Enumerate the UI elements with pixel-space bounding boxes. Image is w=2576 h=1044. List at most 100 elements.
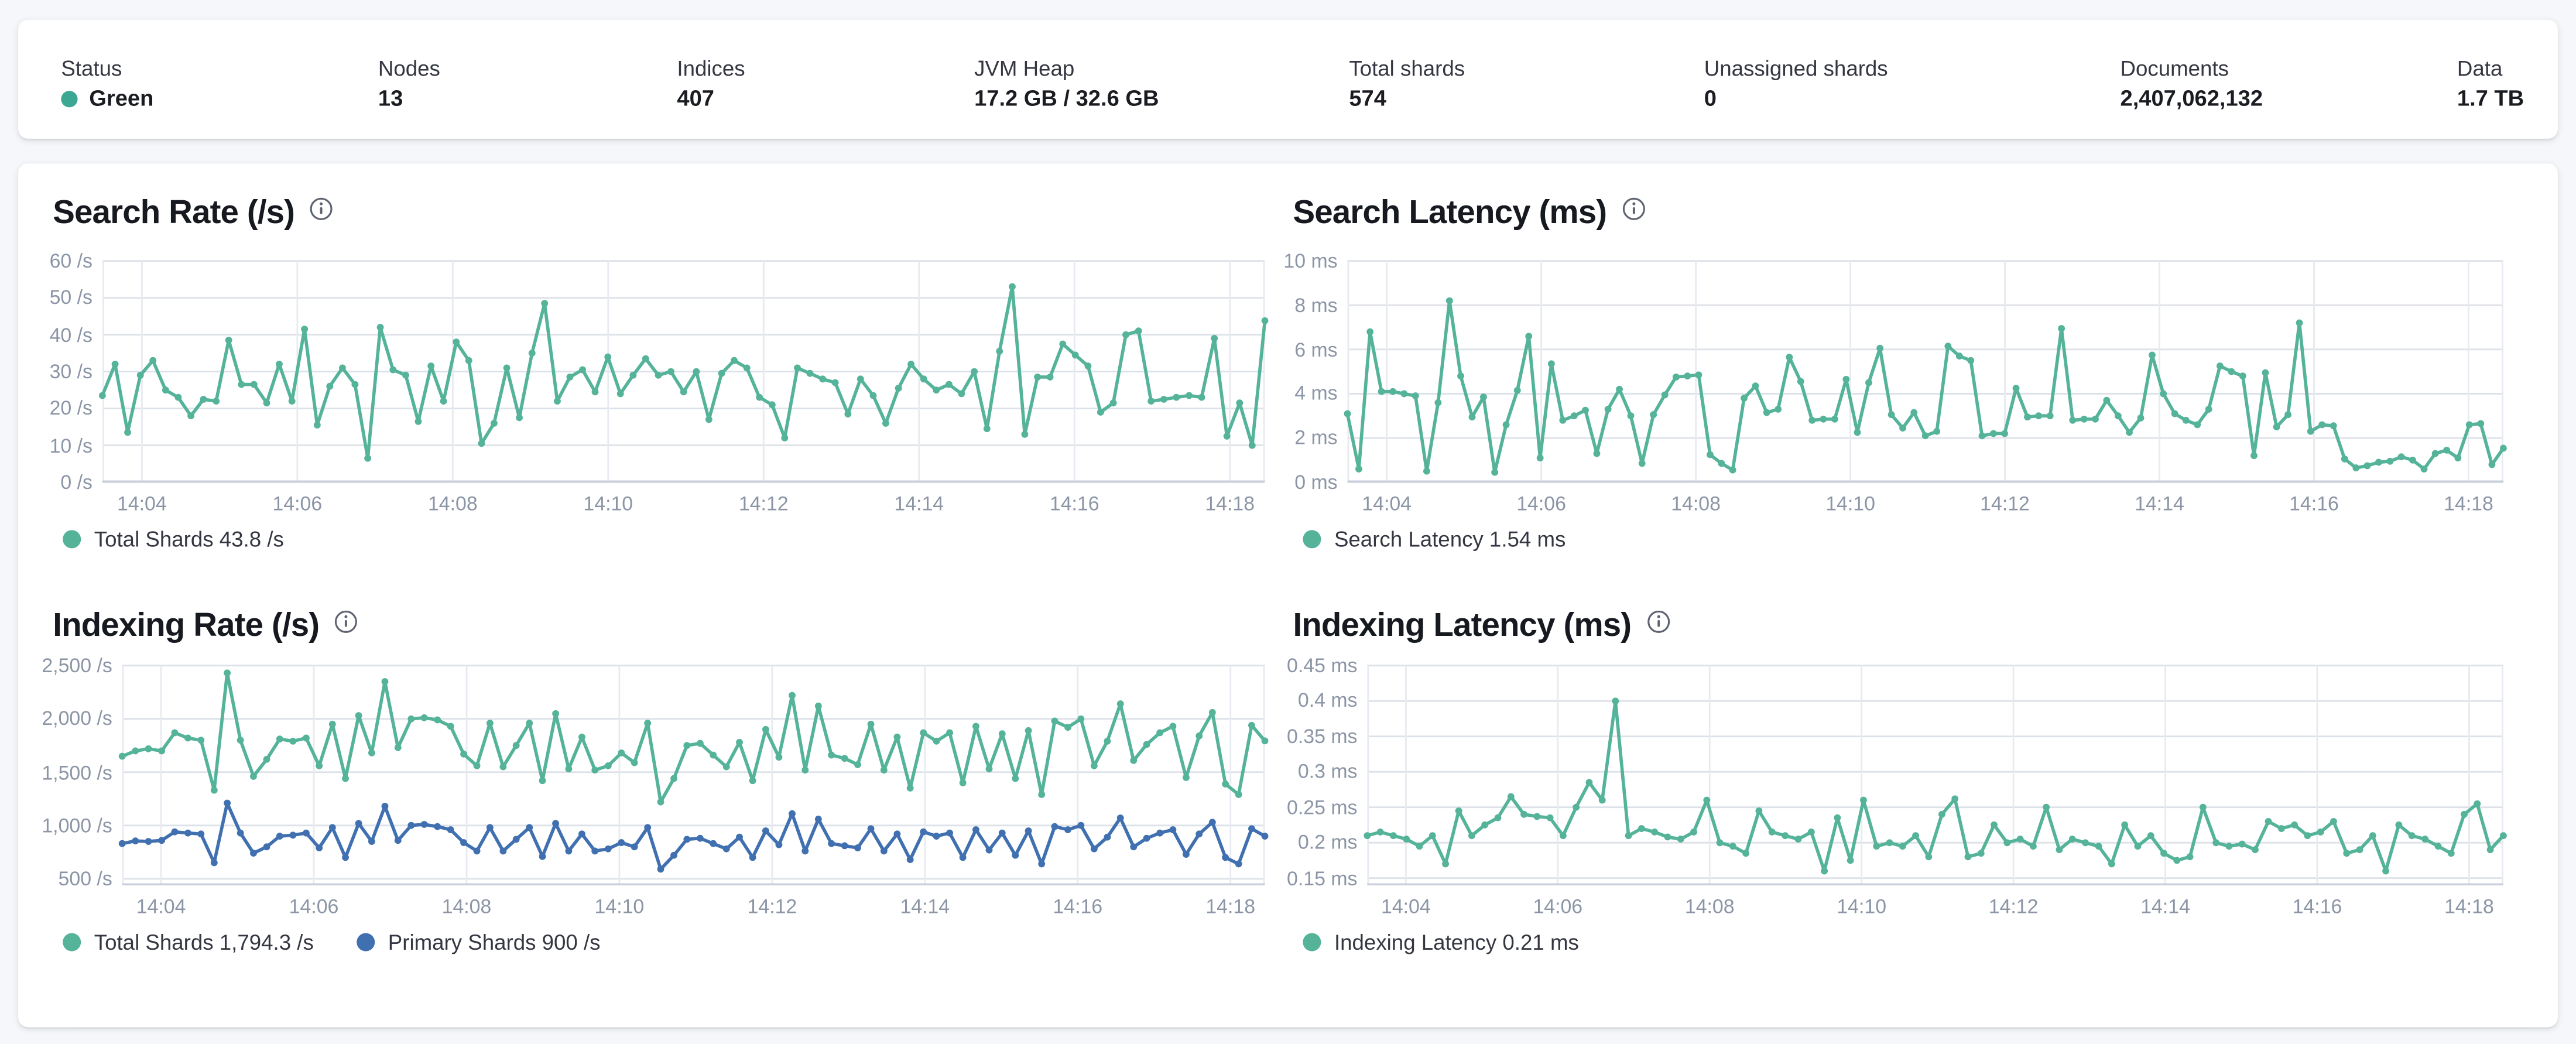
stat-value: 2,407,062,132 <box>2120 85 2263 111</box>
series-line-indexing-latency <box>1365 699 2505 873</box>
x-axis-tick: 14:14 <box>2140 895 2190 919</box>
x-axis-tick: 14:12 <box>1988 895 2039 919</box>
y-axis-tick: 2,000 /s <box>42 707 112 731</box>
x-axis-tick: 14:14 <box>894 492 944 515</box>
legend-series-dot <box>1303 530 1321 549</box>
stat-documents: Documents 2,407,062,132 <box>2121 56 2263 112</box>
legend-item[interactable]: Indexing Latency 0.21 ms <box>1303 929 1579 955</box>
x-axis-tick: 14:08 <box>1671 492 1721 515</box>
x-axis-tick: 14:04 <box>1381 895 1431 919</box>
stat-label: Data <box>2457 56 2503 81</box>
stat-data: Data 1.7 TB <box>2457 56 2524 112</box>
x-axis-tick: 14:06 <box>1516 492 1566 515</box>
x-axis-tick: 14:18 <box>1205 492 1255 515</box>
y-axis-tick: 0.35 ms <box>1287 724 1358 748</box>
y-axis-tick: 0.2 ms <box>1297 831 1358 854</box>
health-status-dot <box>61 91 78 108</box>
y-axis-tick: 1,500 /s <box>42 761 112 784</box>
x-axis-tick: 14:08 <box>427 492 478 515</box>
x-axis-tick: 14:16 <box>1049 492 1099 515</box>
legend-series-dot <box>1303 933 1321 951</box>
x-axis-tick: 14:16 <box>2292 895 2342 919</box>
chart-legend: Search Latency 1.54 ms <box>1303 527 1566 552</box>
y-axis-tick: 40 /s <box>49 323 93 347</box>
legend-series-dot <box>357 933 375 951</box>
stat-label: JVM Heap <box>974 56 1075 81</box>
stat-indices: Indices 407 <box>677 56 745 112</box>
y-axis-tick: 0.3 ms <box>1297 760 1358 783</box>
y-axis-tick: 60 /s <box>49 249 93 273</box>
y-axis-tick: 0.4 ms <box>1297 689 1358 713</box>
info-icon[interactable] <box>1622 197 1646 221</box>
y-axis-tick: 20 /s <box>49 396 93 420</box>
stat-value: 407 <box>677 85 714 111</box>
chart-search-rate: Search Rate (/s) 0 /s 10 /s 20 /s 30 /s 40 /… <box>50 193 1294 590</box>
cluster-stats-bar: Status Green Nodes 13 Indices 407 JVM Heap 17.2… <box>18 19 2558 139</box>
stat-value: 17.2 GB / 32.6 GB <box>974 85 1159 111</box>
x-axis-tick: 14:18 <box>2444 895 2494 919</box>
x-axis-tick: 14:16 <box>1053 895 1103 919</box>
y-axis-tick: 4 ms <box>1294 382 1338 406</box>
chart-title: Search Latency (ms) <box>1293 194 1607 231</box>
plot-area[interactable] <box>1344 260 2507 483</box>
y-axis-tick: 0.45 ms <box>1287 653 1358 677</box>
legend-label: Indexing Latency 0.21 ms <box>1334 929 1579 955</box>
y-axis-tick: 2 ms <box>1294 426 1338 450</box>
chart-legend: Indexing Latency 0.21 ms <box>1303 929 1579 955</box>
chart-title: Indexing Latency (ms) <box>1293 607 1632 644</box>
x-axis-tick: 14:04 <box>117 492 167 515</box>
y-axis-tick: 1,000 /s <box>42 814 112 837</box>
x-axis-tick: 14:14 <box>2135 492 2184 515</box>
stat-label: Indices <box>677 56 745 81</box>
legend-label: Total Shards 43.8 /s <box>94 526 284 552</box>
stat-nodes: Nodes 13 <box>378 56 440 112</box>
y-axis-tick: 6 ms <box>1294 338 1338 361</box>
stat-label: Nodes <box>378 56 440 81</box>
chart-title: Indexing Rate (/s) <box>53 607 320 644</box>
y-axis-tick: 0.15 ms <box>1287 866 1358 890</box>
metrics-panel: Search Rate (/s) 0 /s 10 /s 20 /s 30 /s 40 /… <box>18 163 2558 1028</box>
series-line-total-shards <box>101 285 1267 460</box>
plot-area[interactable] <box>1364 665 2507 886</box>
x-axis-tick: 14:14 <box>900 895 950 919</box>
stat-value: 1.7 TB <box>2457 85 2524 111</box>
chart-legend: Total Shards 1,794.3 /s Primary Shards 90… <box>63 930 601 954</box>
x-axis-tick: 14:10 <box>583 492 633 515</box>
legend-series-dot <box>63 530 81 549</box>
x-axis-tick: 14:06 <box>272 492 323 515</box>
x-axis-tick: 14:04 <box>1362 492 1412 515</box>
stat-status: Status Green <box>61 56 153 112</box>
x-axis-tick: 14:10 <box>1837 895 1887 919</box>
legend-item[interactable]: Total Shards 43.8 /s <box>63 527 284 552</box>
info-icon[interactable] <box>309 197 334 221</box>
y-axis-tick: 50 /s <box>49 286 93 310</box>
x-axis-tick: 14:06 <box>289 895 339 919</box>
y-axis-tick: 0 ms <box>1294 470 1338 494</box>
plot-area[interactable] <box>118 665 1269 886</box>
chart-search-latency: Search Latency (ms) 0 ms 2 ms 4 ms 6 ms 8 ms… <box>1283 193 2534 590</box>
series-line-primary-shards <box>120 801 1267 871</box>
legend-item[interactable]: Search Latency 1.54 ms <box>1303 527 1566 552</box>
chart-title: Search Rate (/s) <box>53 194 295 231</box>
info-icon[interactable] <box>334 610 359 634</box>
y-axis-tick: 30 /s <box>49 360 93 384</box>
x-axis-tick: 14:08 <box>1684 895 1735 919</box>
legend-item[interactable]: Primary Shards 900 /s <box>357 930 601 954</box>
plot-area[interactable] <box>98 260 1269 483</box>
stat-label: Status <box>61 56 122 81</box>
x-axis-tick: 14:12 <box>1980 492 2030 515</box>
series-line-search-latency <box>1345 299 2505 474</box>
legend-series-dot <box>63 933 81 951</box>
chart-indexing-rate: Indexing Rate (/s) 500 /s 1,000 /s 1,500 /… <box>42 606 1294 1002</box>
stat-label: Documents <box>2120 56 2229 81</box>
x-axis-tick: 14:08 <box>441 895 492 919</box>
legend-item[interactable]: Total Shards 1,794.3 /s <box>63 930 314 954</box>
y-axis-tick: 2,500 /s <box>42 653 112 677</box>
y-axis-tick: 10 ms <box>1283 249 1338 273</box>
series-line-total-shards <box>120 671 1267 804</box>
stat-total-shards: Total shards 574 <box>1349 56 1465 112</box>
legend-label: Search Latency 1.54 ms <box>1334 526 1566 552</box>
y-axis-tick: 500 /s <box>58 867 112 891</box>
info-icon[interactable] <box>1646 610 1671 634</box>
